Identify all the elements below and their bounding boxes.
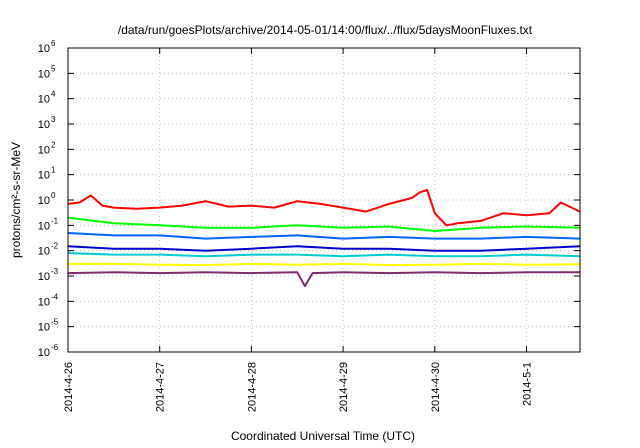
- series-line-2: [67, 216, 581, 232]
- y-tick-label: 10 -3: [38, 267, 59, 283]
- y-tick-label: 10 -6: [38, 343, 59, 359]
- y-tick-base: 10: [38, 195, 50, 207]
- y-tick-exp: 0: [51, 191, 56, 200]
- y-tick-label: 10 1: [38, 166, 56, 182]
- y-tick-exp: -5: [51, 318, 59, 327]
- chart-title: /data/run/goesPlots/archive/2014-05-01/1…: [118, 23, 533, 37]
- x-axis-label: Coordinated Universal Time (UTC): [231, 429, 415, 443]
- y-tick-exp: 3: [51, 115, 56, 124]
- x-tick-label: 2014-4-27: [155, 362, 167, 412]
- y-tick-base: 10: [38, 220, 50, 232]
- grid: [67, 47, 580, 353]
- x-tick-label: 2014-5-1: [522, 362, 534, 406]
- y-tick-label: 10 0: [38, 191, 56, 207]
- y-tick-label: 10 6: [38, 39, 56, 55]
- y-tick-base: 10: [38, 43, 50, 55]
- x-tick-label: 2014-4-30: [430, 362, 442, 412]
- series-line-7: [67, 271, 580, 288]
- y-tick-base: 10: [38, 347, 50, 359]
- y-axis-ticks: 10 -610 -510 -410 -310 -210 -110 010 110 210 310 41…: [38, 39, 580, 359]
- x-tick-label: 2014-4-26: [63, 362, 75, 412]
- y-tick-base: 10: [38, 170, 50, 182]
- y-tick-base: 10: [38, 94, 50, 106]
- series-group: [67, 188, 581, 288]
- y-tick-label: 10 -5: [38, 318, 59, 334]
- y-tick-exp: 1: [51, 166, 56, 175]
- x-axis-ticks: 2014-4-26 2014-4-27 2014-4-28 2014-4-29 2014…: [63, 48, 534, 412]
- y-tick-base: 10: [38, 296, 50, 308]
- series-line-3: [67, 232, 581, 240]
- series-line-6: [68, 262, 581, 267]
- series-line-5: [67, 252, 581, 258]
- y-tick-exp: -4: [51, 292, 59, 301]
- y-tick-label: 10 -2: [38, 242, 59, 258]
- y-tick-label: 10 2: [38, 140, 56, 156]
- y-tick-label: 10 5: [38, 64, 56, 80]
- x-tick-label: 2014-4-28: [246, 362, 258, 412]
- y-tick-exp: 5: [51, 64, 56, 73]
- x-tick-label: 2014-4-29: [338, 362, 350, 412]
- series-line-1: [67, 188, 581, 227]
- y-tick-exp: -3: [51, 267, 59, 276]
- y-axis-label: protons/cm²-s-sr-MeV: [9, 142, 23, 258]
- y-tick-base: 10: [38, 68, 50, 80]
- y-tick-base: 10: [38, 322, 50, 334]
- y-tick-label: 10 -1: [38, 216, 59, 232]
- y-tick-label: 10 4: [38, 90, 56, 106]
- y-tick-base: 10: [38, 246, 50, 258]
- y-tick-exp: 6: [51, 39, 56, 48]
- y-tick-label: 10 -4: [38, 292, 59, 308]
- y-tick-base: 10: [38, 119, 50, 131]
- y-tick-exp: -1: [51, 216, 59, 225]
- y-tick-exp: 4: [51, 90, 56, 99]
- y-tick-exp: -2: [51, 242, 59, 251]
- y-tick-exp: 2: [51, 140, 56, 149]
- y-tick-base: 10: [38, 271, 50, 283]
- y-tick-base: 10: [38, 144, 50, 156]
- series-line-4: [67, 245, 581, 252]
- y-tick-label: 10 3: [38, 115, 56, 131]
- y-tick-exp: -6: [51, 343, 59, 352]
